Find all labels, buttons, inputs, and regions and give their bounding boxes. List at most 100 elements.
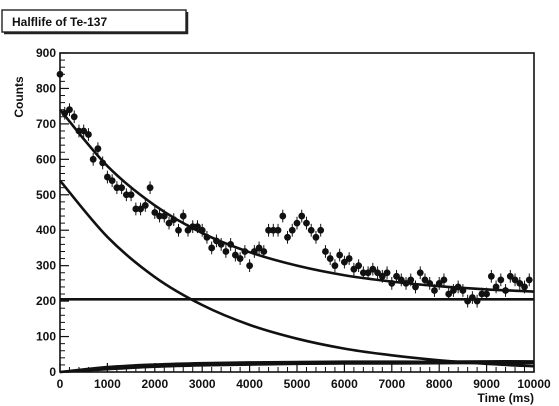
data-point (369, 265, 377, 273)
plot-frame (59, 52, 535, 373)
x-tick-label: 1000 (94, 377, 121, 391)
data-point (137, 205, 144, 213)
data-point (80, 127, 88, 135)
data-point (222, 248, 230, 255)
data-point (525, 276, 533, 284)
data-point (236, 255, 244, 262)
data-point (75, 127, 83, 135)
x-tick-label: 10000 (517, 377, 551, 391)
data-point (179, 212, 187, 220)
y-axis-ticks: 0 100 200 300 400 500 600 700 800 900 (36, 46, 69, 379)
data-point (203, 233, 211, 241)
data-point (497, 276, 505, 284)
y-tick-label: 400 (36, 223, 56, 237)
data-point (213, 237, 220, 245)
data-point (250, 248, 258, 255)
data-point (122, 191, 130, 199)
x-tick-label: 3000 (189, 377, 216, 391)
data-point (269, 226, 277, 234)
x-tick-label: 4000 (236, 377, 263, 391)
data-point (288, 226, 296, 234)
data-point (227, 241, 235, 248)
data-point (303, 219, 310, 227)
data-point (307, 226, 315, 234)
data-point (141, 202, 149, 209)
data-point (487, 272, 495, 280)
data-point (317, 226, 325, 234)
data-point (450, 287, 457, 294)
data-point (359, 269, 367, 277)
x-tick-label: 7000 (378, 377, 405, 391)
data-point (478, 290, 486, 298)
data-point (397, 276, 405, 284)
data-point (445, 290, 453, 298)
x-tick-label: 5000 (284, 377, 311, 391)
data-point (255, 244, 263, 252)
data-point (502, 287, 509, 294)
data-points (56, 67, 533, 308)
x-axis-title: Time (ms) (478, 391, 534, 405)
data-point (326, 255, 334, 262)
data-point (322, 248, 329, 255)
data-point (108, 177, 116, 185)
data-point (378, 272, 386, 280)
data-point (113, 184, 121, 192)
data-point (194, 223, 201, 231)
data-point (118, 184, 126, 192)
data-point (184, 226, 192, 234)
data-point (241, 248, 249, 255)
data-point (298, 212, 306, 220)
y-tick-label: 300 (36, 259, 56, 273)
data-point (492, 283, 500, 291)
data-point (156, 212, 163, 220)
x-tick-label: 2000 (141, 377, 168, 391)
data-point (459, 287, 467, 294)
y-axis-title: Counts (12, 76, 26, 118)
data-point (521, 283, 528, 291)
data-point (231, 251, 239, 259)
fit-curve-4 (59, 361, 534, 374)
data-point (94, 145, 102, 153)
data-point (217, 241, 225, 248)
data-point (89, 155, 97, 163)
chart-title: Halflife of Te-137 (12, 15, 107, 29)
data-point (345, 255, 353, 262)
data-point (85, 131, 92, 138)
data-point (431, 287, 438, 294)
data-point (208, 244, 216, 252)
data-point (127, 191, 135, 199)
data-point (274, 226, 282, 234)
data-point (56, 70, 64, 78)
data-point (99, 159, 107, 167)
data-point (464, 297, 472, 305)
data-point (407, 276, 415, 284)
fit-curve-1 (59, 108, 535, 293)
data-point (246, 262, 254, 270)
data-point (170, 216, 178, 223)
title-box: Halflife of Te-137 (1, 9, 189, 35)
data-point (66, 106, 73, 114)
fit-curve-5 (59, 360, 535, 374)
data-point (293, 219, 301, 227)
data-point (279, 212, 287, 220)
data-point (426, 279, 434, 287)
data-point (435, 279, 443, 287)
data-point (383, 269, 391, 277)
data-point (412, 283, 419, 291)
fit-curves (59, 108, 535, 374)
y-tick-label: 700 (36, 117, 56, 131)
y-tick-label: 0 (49, 365, 56, 379)
y-tick-label: 200 (36, 294, 56, 308)
data-point (260, 248, 268, 255)
data-point (175, 226, 182, 234)
data-point (402, 279, 410, 287)
data-point (165, 219, 173, 227)
data-point (160, 212, 168, 220)
data-point (473, 297, 481, 305)
data-point (104, 173, 111, 181)
data-point (70, 113, 78, 121)
data-point (374, 269, 381, 277)
data-point (421, 276, 429, 284)
data-point (388, 279, 396, 287)
data-point (189, 223, 197, 231)
